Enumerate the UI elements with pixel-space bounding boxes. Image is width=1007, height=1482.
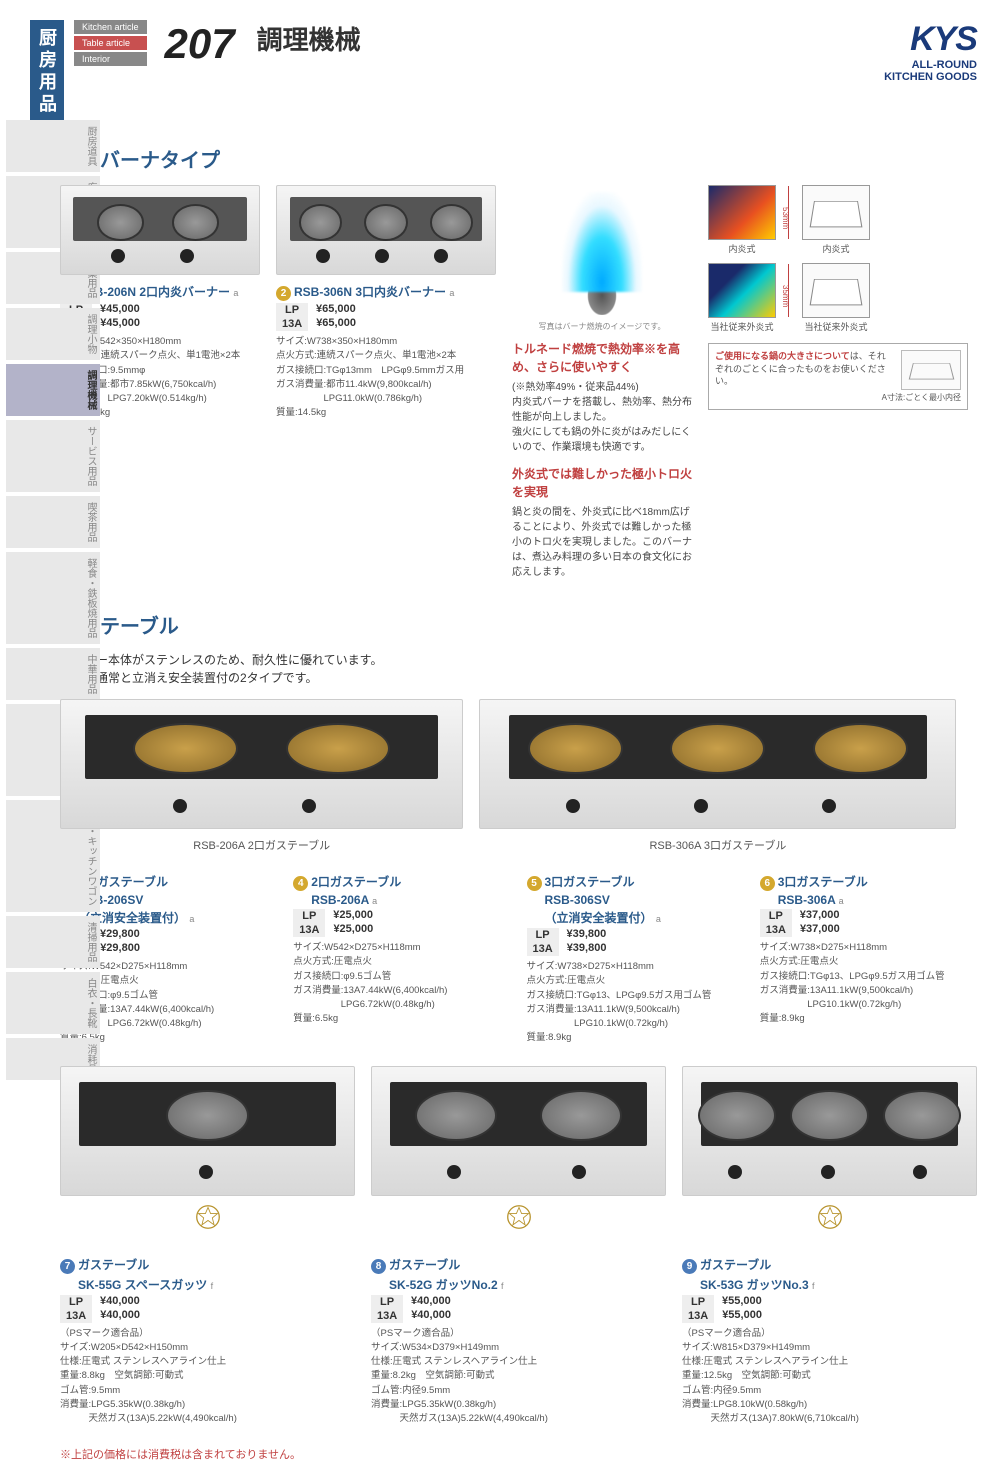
product-title-line: （立消安全装置付） a	[78, 909, 277, 926]
product-title-line: RSB-306A a	[778, 893, 977, 907]
product-title-line: RSB-306SV	[545, 893, 744, 907]
product-specs: （PSマーク適合品）サイズ:W205×D542×H150mm仕様:圧電式 ステン…	[60, 1327, 355, 1427]
page-title: 調理機械	[257, 20, 361, 57]
sidebar-item-4: 調理機械	[6, 364, 100, 416]
thumb-external-flame-heat	[708, 263, 776, 318]
price-row: 13A¥40,000	[371, 1309, 666, 1323]
price-row: 13A¥37,000	[760, 923, 977, 937]
section2-subtitle: バーナー本体がステンレスのため、耐久性に優れています。 機種は通常と立消え安全装…	[60, 651, 977, 687]
product-image-rsb306n	[276, 185, 496, 275]
product-image-8	[371, 1066, 666, 1196]
footer-tax-note: ※上記の価格には消費税は含まれておりません。	[60, 1446, 977, 1462]
price-row: 13A¥65,000	[276, 317, 496, 331]
product-specs: サイズ:W738×D275×H118mm点火方式:圧電点火ガス接続口:TGφ13…	[527, 960, 744, 1046]
product-title: 8ガステーブル	[371, 1256, 666, 1274]
product-title: 42口ガステーブル	[293, 873, 510, 891]
product-title-line: （立消安全装置付） a	[545, 909, 744, 926]
product-image-rsb206a	[60, 699, 463, 829]
jis-mark-icon	[195, 1204, 221, 1230]
product-image-rsb206n	[60, 185, 260, 275]
sidebar-item-11: 清掃用品	[6, 916, 100, 968]
product-specs: サイズ:W738×350×H180mm点火方式:連続スパーク点火、単1電池×2本…	[276, 335, 496, 421]
thumb-label-1: 内炎式	[708, 242, 776, 255]
thumb-label-4: 当社従来外炎式	[802, 320, 870, 333]
logo-text: KYS	[884, 20, 977, 59]
price-row: LP¥40,000	[371, 1295, 666, 1309]
logo-subtitle-2: KITCHEN GOODS	[884, 71, 977, 83]
product-title-line: SK-52G ガッツNo.2 f	[389, 1276, 666, 1293]
product-title-line: RSB-206SV	[78, 893, 277, 907]
sidebar-item-6: 喫茶用品	[6, 496, 100, 548]
sidebar-item-0: 厨房道具	[6, 120, 100, 172]
product-title: 63口ガステーブル	[760, 873, 977, 891]
product-image-rsb306a	[479, 699, 956, 829]
sidebar-item-5: サービス用品	[6, 420, 100, 492]
product-title-line: RSB-206A a	[311, 893, 510, 907]
sidebar-item-8: 中華用品	[6, 648, 100, 700]
price-row: LP¥65,000	[276, 303, 496, 317]
product-title: 2RSB-306N 3口内炎バーナー a	[276, 283, 496, 301]
thumb-external-flame-diagram	[802, 263, 870, 318]
product-title: 7ガステーブル	[60, 1256, 355, 1274]
tab-table: Table article	[74, 36, 147, 50]
page-header: 厨房用品 Kitchen article Table article Inter…	[30, 20, 977, 124]
price-row: LP¥25,000	[293, 909, 510, 923]
product-specs: サイズ:W542×D275×H118mm点火方式:圧電点火ガス接続口:φ9.5ゴ…	[293, 941, 510, 1027]
thumb-internal-flame-heat	[708, 185, 776, 240]
product-specs: サイズ:W738×D275×H118mm点火方式:圧電点火ガス接続口:TGφ13…	[760, 941, 977, 1027]
thumb-label-2: 内炎式	[802, 242, 870, 255]
product-title-line: SK-55G スペースガッツ f	[78, 1276, 355, 1293]
header-tabs: Kitchen article Table article Interior	[74, 20, 147, 66]
brand-logo: KYS ALL-ROUND KITCHEN GOODS	[884, 20, 977, 83]
thumb-internal-flame-diagram	[802, 185, 870, 240]
price-row: 13A¥25,000	[293, 923, 510, 937]
price-row: 13A¥40,000	[60, 1309, 355, 1323]
product-specs: （PSマーク適合品）サイズ:W534×D379×H149mm仕様:圧電式 ステン…	[371, 1327, 666, 1427]
product-label-206a: RSB-206A 2口ガステーブル	[60, 837, 463, 853]
logo-subtitle-1: ALL-ROUND	[884, 59, 977, 71]
product-title-line: SK-53G ガッツNo.3 f	[700, 1276, 977, 1293]
product-title: 9ガステーブル	[682, 1256, 977, 1274]
price-row: 13A¥55,000	[682, 1309, 977, 1323]
tab-interior: Interior	[74, 52, 147, 66]
tab-kitchen: Kitchen article	[74, 20, 147, 34]
info-body-1: (※熱効率49%・従来品44%) 内炎式バーナを搭載し、熱効率、熱分布性能が向上…	[512, 380, 692, 455]
flame-illustration	[522, 185, 682, 315]
price-row: LP¥40,000	[60, 1295, 355, 1309]
product-image-7	[60, 1066, 355, 1196]
product-image-9	[682, 1066, 977, 1196]
price-row: LP¥55,000	[682, 1295, 977, 1309]
sidebar-item-7: 軽食・鉄板焼用品	[6, 552, 100, 644]
jis-mark-icon	[817, 1204, 843, 1230]
price-row: LP¥39,800	[527, 928, 744, 942]
thumb-label-3: 当社従来外炎式	[708, 320, 776, 333]
product-specs: （PSマーク適合品）サイズ:W815×D379×H149mm仕様:圧電式 ステン…	[682, 1327, 977, 1427]
section2-title: ガステーブル	[60, 610, 977, 639]
vertical-category-title: 厨房用品	[30, 20, 64, 124]
product-label-306a: RSB-306A 3口ガステーブル	[479, 837, 956, 853]
info-body-2: 鍋と炎の間を、外炎式に比べ18mm広げることにより、外炎式では難しかった極小のト…	[512, 505, 692, 580]
section1-title: 内炎バーナタイプ	[60, 144, 977, 173]
info-head-1: トルネード燃焼で熱効率※を高め、さらに使いやすく	[512, 340, 692, 376]
price-row: LP¥37,000	[760, 909, 977, 923]
info-head-2: 外炎式では難しかった極小トロ火を実現	[512, 465, 692, 501]
pot-size-note: ご使用になる鍋の大きさについては、それぞれのごとくに合ったものをお使いください。…	[708, 343, 968, 410]
flame-caption: 写真はバーナ燃焼のイメージです。	[512, 321, 692, 332]
price-row: 13A¥39,800	[527, 942, 744, 956]
page-number: 207	[165, 20, 235, 68]
sidebar-item-12: 白衣・長靴	[6, 972, 100, 1034]
product-title: 53口ガステーブル	[527, 873, 744, 891]
sidebar-item-3: 調理小物	[6, 308, 100, 360]
jis-mark-icon	[506, 1204, 532, 1230]
